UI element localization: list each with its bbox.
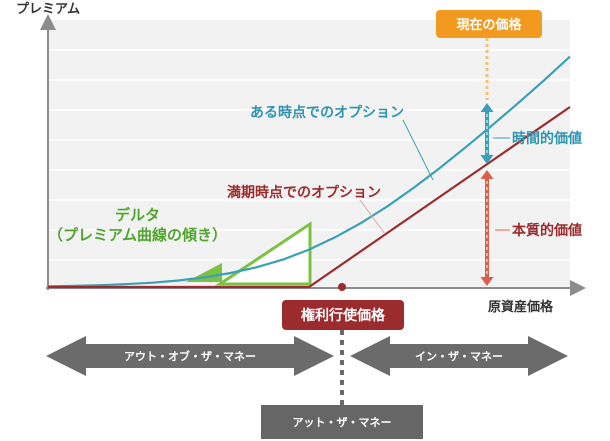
delta-label: デルタ [115,206,160,224]
delta-tangent-wedge [186,263,222,282]
itm-label: イン・ザ・マネー [415,350,503,363]
current-price-label: 現在の価格 [456,17,522,33]
current-price-box [436,10,542,38]
grid-lines [48,49,570,261]
series-label-expiry-option: 満期時点でのオプション [227,184,381,201]
time-value-label: 時間的価値 [512,130,582,147]
itm-arrow [350,336,568,376]
strike-point [338,283,346,291]
atm-box [261,405,423,439]
series-layer [47,55,571,289]
leader-line-current-option [402,119,434,181]
series-label-current-option: ある時点でのオプション [250,104,404,121]
strike-price-box [282,300,404,330]
strike-price-label: 権利行使価格 [301,307,386,324]
atm-label: アット・ザ・マネー [293,416,392,429]
leader-line-expiry-option [359,199,386,235]
intrinsic-value-arrow [480,170,494,286]
otm-label: アウト・オブ・ザ・マネー [124,349,256,363]
value-arrows [480,103,494,286]
delta-triangle [215,221,312,286]
intrinsic-value-label: 本質的価値 [512,222,582,239]
series-line-expiry-option [48,106,571,289]
y-axis-label: プレミアム [16,2,80,17]
delta-sub-label: （プレミアム曲線の傾き） [48,226,227,244]
x-axis-label: 原資産価格 [488,299,554,315]
otm-arrow [46,336,334,376]
series-line-current-option [47,55,571,288]
time-value-arrow [480,103,494,164]
